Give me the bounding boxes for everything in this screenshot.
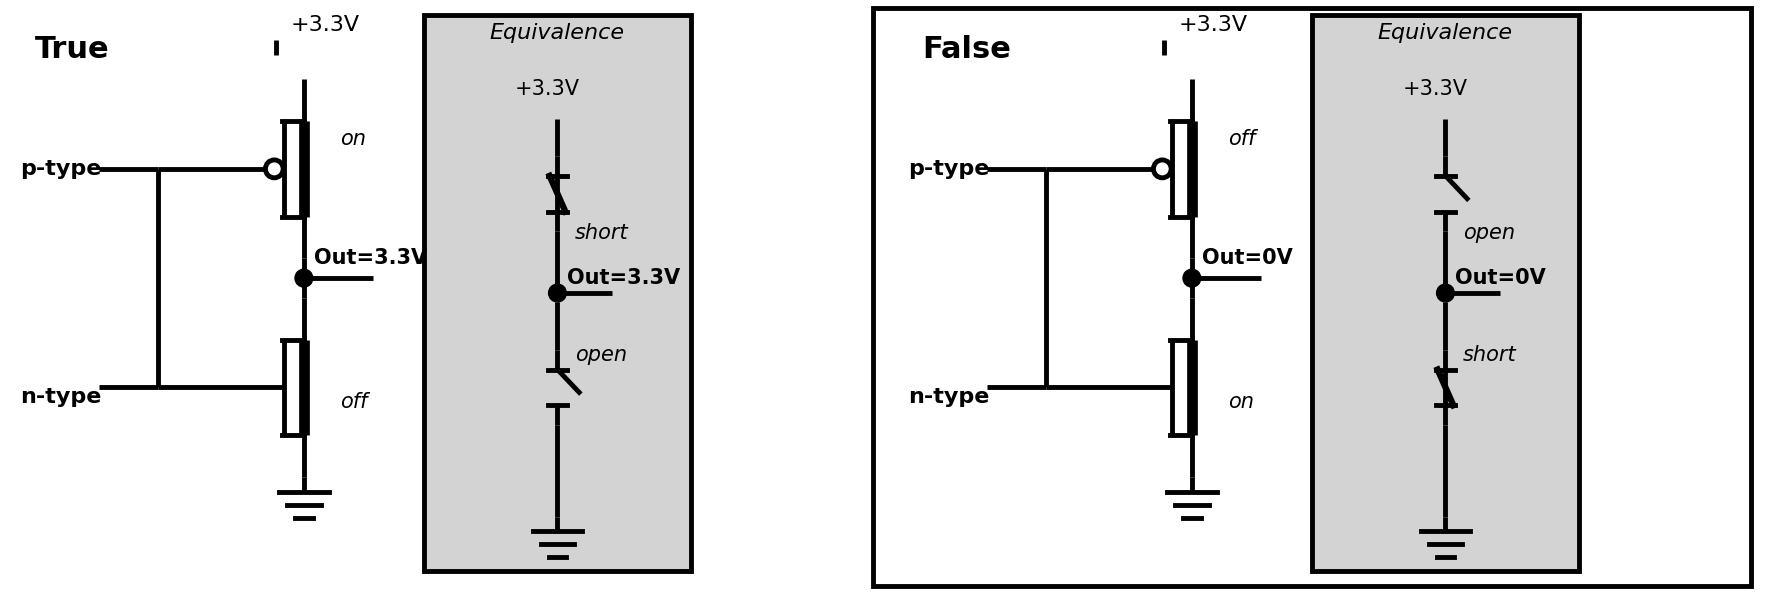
Text: on: on xyxy=(1229,392,1254,412)
Circle shape xyxy=(549,284,567,302)
Circle shape xyxy=(1437,284,1455,302)
Text: Out=3.3V: Out=3.3V xyxy=(567,268,680,288)
Text: p-type: p-type xyxy=(20,159,101,179)
FancyBboxPatch shape xyxy=(1312,15,1579,571)
Text: off: off xyxy=(1229,129,1256,149)
Text: short: short xyxy=(575,224,629,243)
Text: True: True xyxy=(34,35,108,64)
Circle shape xyxy=(1183,269,1201,287)
Text: +3.3V: +3.3V xyxy=(1403,79,1469,100)
Circle shape xyxy=(295,269,313,287)
Text: short: short xyxy=(1463,345,1517,365)
Text: off: off xyxy=(341,392,368,412)
Text: False: False xyxy=(922,35,1011,64)
Text: open: open xyxy=(575,345,627,365)
Text: +3.3V: +3.3V xyxy=(291,15,361,35)
Text: on: on xyxy=(341,129,366,149)
Text: +3.3V: +3.3V xyxy=(1179,15,1249,35)
Text: p-type: p-type xyxy=(908,159,989,179)
FancyBboxPatch shape xyxy=(424,15,691,571)
Text: Out=3.3V: Out=3.3V xyxy=(314,248,426,268)
Text: +3.3V: +3.3V xyxy=(515,79,581,100)
Text: Out=0V: Out=0V xyxy=(1455,268,1547,288)
Text: Equivalence: Equivalence xyxy=(490,23,625,43)
Text: Out=0V: Out=0V xyxy=(1202,248,1293,268)
Text: Equivalence: Equivalence xyxy=(1378,23,1513,43)
Text: n-type: n-type xyxy=(20,387,101,407)
FancyBboxPatch shape xyxy=(874,8,1751,586)
Text: n-type: n-type xyxy=(908,387,989,407)
Text: open: open xyxy=(1463,224,1515,243)
